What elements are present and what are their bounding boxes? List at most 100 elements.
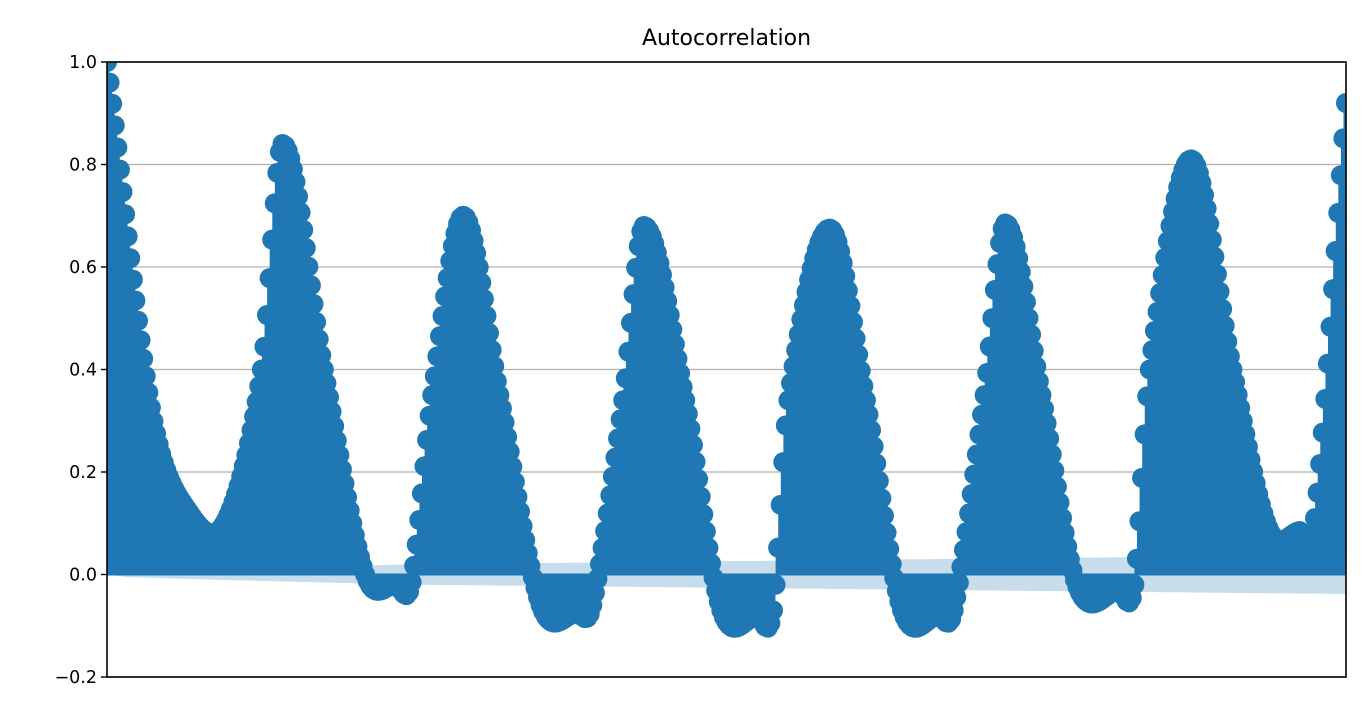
- acf-point: [120, 248, 141, 269]
- acf-point: [590, 553, 611, 574]
- acf-point: [982, 308, 1003, 329]
- acf-point: [406, 534, 427, 555]
- acf-point: [424, 366, 445, 387]
- acf-point: [685, 451, 706, 472]
- acf-point: [1199, 213, 1220, 234]
- acf-point: [125, 290, 146, 311]
- acf-point: [468, 257, 489, 278]
- y-axis: 1.0 0.8 0.6 0.4 0.2 0.0 −0.2: [55, 53, 107, 688]
- acf-point: [290, 202, 311, 223]
- acf-point: [115, 204, 136, 225]
- acf-point: [267, 162, 288, 183]
- acf-point: [422, 385, 443, 406]
- acf-point: [481, 339, 502, 360]
- acf-point: [306, 312, 327, 333]
- acf-point: [293, 219, 314, 240]
- acf-point: [873, 505, 894, 526]
- acf-point: [974, 385, 995, 406]
- acf-point: [122, 269, 143, 290]
- acf-point: [868, 470, 889, 491]
- acf-point: [249, 376, 270, 397]
- acf-point: [133, 348, 154, 369]
- acf-point: [127, 310, 148, 331]
- acf-point: [435, 286, 456, 307]
- acf-point: [1325, 240, 1346, 261]
- acf-point: [112, 181, 133, 202]
- acf-point: [626, 257, 647, 278]
- acf-point: [1150, 283, 1171, 304]
- y-tick-label: 0.2: [69, 463, 97, 483]
- acf-point: [303, 293, 324, 314]
- acf-point: [107, 62, 117, 72]
- acf-point: [781, 373, 802, 394]
- acf-point: [1336, 93, 1346, 113]
- acf-point: [966, 444, 987, 465]
- acf-point: [876, 522, 897, 543]
- acf-point: [984, 279, 1005, 300]
- acf-point: [1328, 202, 1346, 223]
- acf-point: [1052, 508, 1073, 529]
- acf-point: [409, 510, 430, 531]
- acf-point: [109, 159, 130, 180]
- acf-point: [497, 426, 518, 447]
- acf-point: [953, 540, 974, 561]
- acf-point: [1196, 198, 1217, 219]
- acf-point: [404, 555, 425, 576]
- acf-point: [979, 336, 1000, 357]
- acf-point: [972, 404, 993, 425]
- acf-point: [623, 284, 644, 305]
- acf-point: [959, 503, 980, 524]
- acf-point: [419, 405, 440, 426]
- acf-point: [1315, 388, 1336, 409]
- acf-point: [695, 521, 716, 542]
- acf-point: [1049, 492, 1070, 513]
- acf-point: [969, 424, 990, 445]
- acf-point: [863, 436, 884, 457]
- y-tick-label: 0.6: [69, 258, 97, 278]
- acf-point: [1209, 281, 1230, 302]
- acf-point: [437, 267, 458, 288]
- acf-point: [615, 368, 636, 389]
- acf-point: [1018, 308, 1039, 329]
- acf-point: [1302, 525, 1323, 546]
- acf-point: [871, 488, 892, 509]
- acf-point: [1134, 424, 1155, 445]
- acf-point: [264, 193, 285, 214]
- acf-point: [117, 226, 138, 247]
- y-tick-label: 1.0: [69, 53, 97, 73]
- acf-point: [107, 115, 125, 136]
- acf-point: [499, 441, 520, 462]
- acf-point: [1044, 460, 1065, 481]
- acf-point: [858, 404, 879, 425]
- acf-point: [595, 521, 616, 542]
- acf-point: [479, 323, 500, 344]
- acf-point: [107, 93, 123, 114]
- acf-point: [768, 537, 789, 558]
- acf-point: [677, 403, 698, 424]
- acf-point: [401, 572, 422, 593]
- acf-point: [432, 306, 453, 327]
- acf-point: [1320, 316, 1341, 337]
- acf-point: [762, 600, 783, 621]
- acf-point: [427, 346, 448, 367]
- acf-point: [476, 306, 497, 327]
- acf-point: [605, 447, 626, 468]
- acf-point: [587, 568, 608, 589]
- acf-point: [602, 466, 623, 487]
- acf-point: [1214, 315, 1235, 336]
- acf-point: [845, 328, 866, 349]
- acf-point: [778, 390, 799, 411]
- acf-point: [414, 456, 435, 477]
- acf-point: [688, 469, 709, 490]
- acf-point: [956, 522, 977, 543]
- acf-point: [1137, 386, 1158, 407]
- acf-point: [1142, 340, 1163, 361]
- acf-point: [775, 415, 796, 436]
- acf-point: [262, 229, 283, 250]
- acf-point: [1147, 301, 1168, 322]
- acf-point: [259, 268, 280, 289]
- acf-point: [698, 537, 719, 558]
- acf-point: [135, 366, 156, 387]
- acf-point: [977, 362, 998, 383]
- acf-point: [300, 275, 321, 296]
